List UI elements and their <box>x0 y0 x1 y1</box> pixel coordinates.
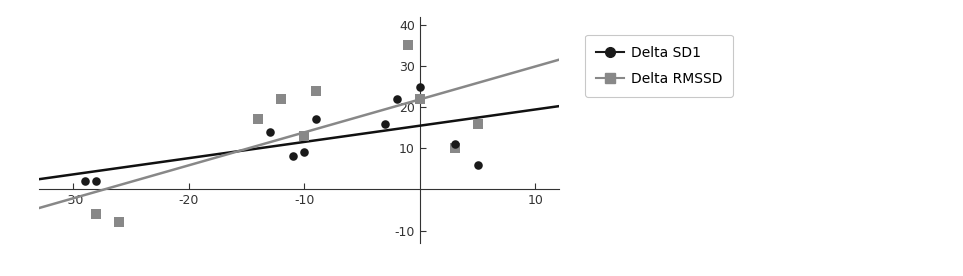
Point <box>262 129 277 134</box>
Point <box>285 154 300 159</box>
Point <box>89 212 104 216</box>
Point <box>377 121 393 126</box>
Point <box>470 163 485 167</box>
Point <box>401 43 416 47</box>
Point <box>273 97 289 101</box>
Point <box>447 142 462 146</box>
Point <box>470 121 485 126</box>
Point <box>308 88 324 93</box>
Point <box>412 97 428 101</box>
Point <box>250 117 266 122</box>
Point <box>412 84 428 89</box>
Point <box>308 117 324 122</box>
Point <box>77 179 92 183</box>
Point <box>112 220 127 224</box>
Point <box>389 97 404 101</box>
Legend: Delta SD1, Delta RMSSD: Delta SD1, Delta RMSSD <box>585 34 733 97</box>
Point <box>447 146 462 150</box>
Point <box>297 134 312 138</box>
Point <box>297 150 312 155</box>
Point <box>89 179 104 183</box>
